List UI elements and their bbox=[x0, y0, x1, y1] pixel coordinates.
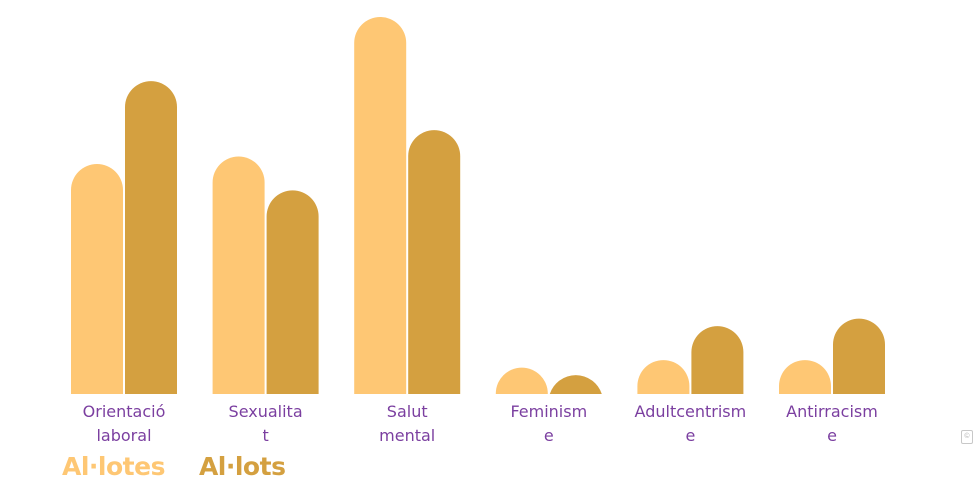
legend: Al·lotes Al·lots bbox=[62, 452, 286, 481]
watermark-icon: © bbox=[961, 430, 973, 444]
category-label-4: Adultcentrism e bbox=[635, 402, 747, 445]
category-label-1: Sexualita t bbox=[229, 402, 303, 445]
bar-allots-3 bbox=[549, 375, 602, 394]
legend-series-allotes: Al·lotes bbox=[62, 452, 165, 481]
bar-allots-2 bbox=[408, 130, 461, 394]
category-label-5: Antirracism e bbox=[786, 402, 878, 445]
legend-series-allots: Al·lots bbox=[198, 452, 286, 481]
bars-group bbox=[71, 17, 885, 395]
category-labels-group: Orientació laboral Sexualita t Salut mental Fe… bbox=[83, 402, 878, 445]
bar-allots-4 bbox=[691, 326, 744, 394]
bar-allotes-1 bbox=[212, 156, 265, 394]
bar-allotes-4 bbox=[637, 360, 690, 394]
bar-allots-0 bbox=[125, 81, 177, 394]
bar-allotes-5 bbox=[779, 360, 831, 394]
bar-allots-1 bbox=[266, 190, 319, 394]
bar-allotes-3 bbox=[495, 367, 548, 394]
bar-allots-5 bbox=[833, 318, 885, 394]
bar-allotes-2 bbox=[354, 17, 407, 395]
category-label-2: Salut mental bbox=[379, 402, 435, 445]
category-label-0: Orientació laboral bbox=[83, 402, 166, 445]
bar-allotes-0 bbox=[71, 164, 123, 394]
category-label-3: Feminism e bbox=[510, 402, 587, 445]
